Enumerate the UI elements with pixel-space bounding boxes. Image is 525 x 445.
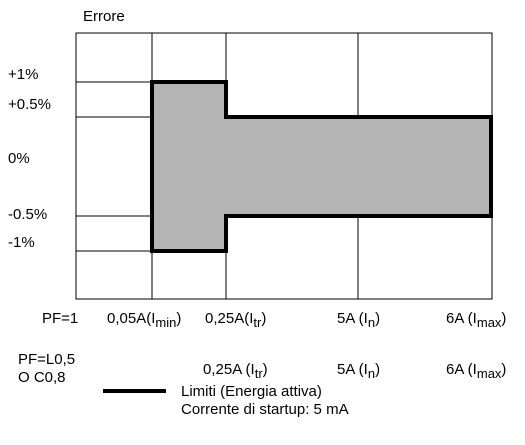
plot-title: Errore (83, 8, 125, 25)
legend-line1: Limiti (Energia attiva) (181, 383, 322, 400)
legend-line2: Corrente di startup: 5 mA (181, 401, 349, 418)
y-label-minus1: -1% (8, 234, 35, 251)
row2-in-label: 5A (In) (337, 361, 381, 381)
row1-imax-label: 6A (Imax) (446, 310, 507, 330)
y-label-plus1: +1% (8, 66, 39, 83)
row2-imax-label: 6A (Imax) (446, 361, 507, 381)
row1-imin-label: 0,05A(Imin) (107, 310, 182, 330)
row1-itr-label: 0,25A(Itr) (205, 310, 267, 330)
y-label-zero: 0% (8, 150, 30, 167)
y-label-plus05: +0.5% (8, 96, 51, 113)
legend-text: Limiti (Energia attiva) Corrente di star… (181, 383, 349, 419)
y-label-minus05: -0.5% (8, 206, 48, 223)
row2-itr-label: 0,25A (Itr) (203, 361, 268, 381)
row1-in-label: 5A (In) (337, 310, 381, 330)
limits-envelope (150, 80, 493, 253)
row1-pf-label: PF=1 (42, 310, 79, 327)
row2-pf-label: PF=L0,5 O C0,8 (18, 351, 76, 386)
